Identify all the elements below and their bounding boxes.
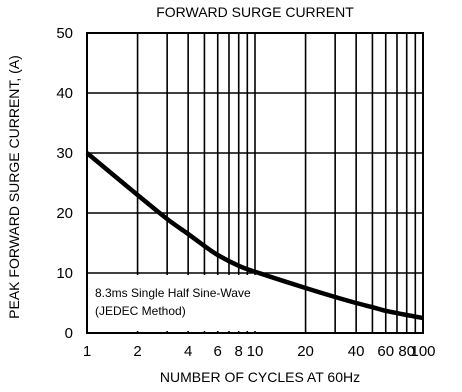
y-tick-label: 0	[65, 325, 73, 342]
x-tick-label: 8	[235, 343, 243, 360]
x-tick-label: 6	[214, 343, 222, 360]
annotation-line-2: (JEDEC Method)	[95, 304, 186, 318]
x-tick-label: 100	[410, 343, 435, 360]
x-tick-label: 80	[398, 343, 415, 360]
x-axis-title: NUMBER OF CYCLES AT 60Hz	[160, 369, 360, 385]
x-tick-label: 4	[184, 343, 192, 360]
y-tick-label: 30	[56, 145, 73, 162]
x-tick-label: 1	[83, 343, 91, 360]
series-layer	[85, 151, 424, 321]
x-tick-label: 2	[133, 343, 141, 360]
x-tick-label: 60	[377, 343, 394, 360]
annotation-box: 8.3ms Single Half Sine-Wave (JEDEC Metho…	[89, 275, 304, 331]
plot-frame	[86, 32, 424, 334]
y-tick-label: 40	[56, 85, 73, 102]
y-tick-label: 20	[56, 205, 73, 222]
y-tick-label: 50	[56, 25, 73, 42]
chart-title: FORWARD SURGE CURRENT	[156, 4, 354, 20]
x-tick-label: 40	[348, 343, 365, 360]
y-axis-title: PEAK FORWARD SURGE CURRENT, (A)	[6, 55, 22, 319]
x-tick-label: 10	[247, 343, 264, 360]
annotation-line-1: 8.3ms Single Half Sine-Wave	[95, 286, 251, 300]
series-line-1	[85, 151, 424, 321]
x-tick-label: 20	[297, 343, 314, 360]
y-tick-label: 10	[56, 265, 73, 282]
